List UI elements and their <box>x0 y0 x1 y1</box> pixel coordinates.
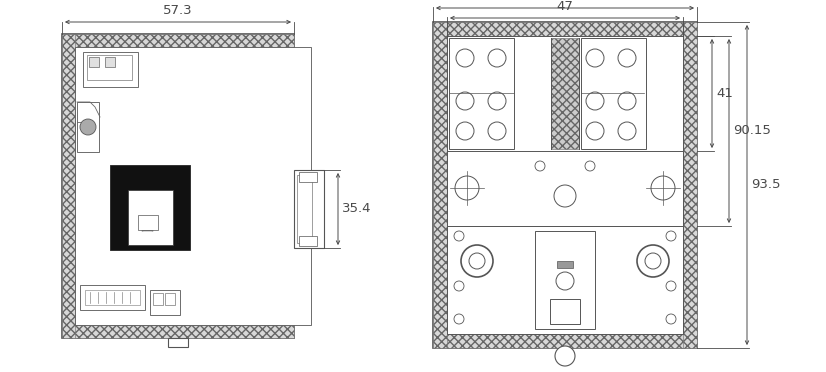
Circle shape <box>586 122 604 140</box>
Bar <box>581 38 646 149</box>
Bar <box>62 34 294 338</box>
Circle shape <box>585 161 595 171</box>
Bar <box>80 285 145 310</box>
Circle shape <box>555 346 575 366</box>
Bar <box>433 22 697 36</box>
Bar <box>168 338 188 347</box>
Circle shape <box>488 92 506 110</box>
Text: 47: 47 <box>557 0 573 13</box>
Circle shape <box>651 176 675 200</box>
Bar <box>433 334 697 348</box>
Text: 93.5: 93.5 <box>751 179 781 192</box>
Bar <box>105 57 115 67</box>
Bar <box>87 55 132 80</box>
Text: 90.15: 90.15 <box>733 125 771 138</box>
Bar <box>447 226 683 334</box>
Circle shape <box>469 253 485 269</box>
Circle shape <box>666 281 676 291</box>
Bar <box>557 261 573 268</box>
Circle shape <box>455 176 479 200</box>
Text: 35.4: 35.4 <box>342 202 372 215</box>
Bar <box>294 170 324 248</box>
Bar <box>62 325 294 338</box>
Circle shape <box>456 92 474 110</box>
Text: 57.3: 57.3 <box>164 4 192 17</box>
Circle shape <box>454 281 464 291</box>
Circle shape <box>454 314 464 324</box>
Circle shape <box>666 231 676 241</box>
Circle shape <box>80 119 96 135</box>
Bar <box>62 34 294 47</box>
Text: 41: 41 <box>716 87 733 100</box>
Bar <box>150 290 180 315</box>
Bar <box>110 165 190 250</box>
Bar <box>683 22 697 348</box>
Circle shape <box>618 49 636 67</box>
Text: 64: 64 <box>557 0 573 3</box>
Bar <box>550 299 580 324</box>
Bar <box>447 151 683 226</box>
Bar <box>138 215 158 230</box>
Circle shape <box>461 245 493 277</box>
Circle shape <box>488 122 506 140</box>
Bar <box>551 38 579 149</box>
Circle shape <box>456 122 474 140</box>
Bar <box>433 22 447 348</box>
Circle shape <box>554 185 576 207</box>
Bar <box>299 236 317 246</box>
Bar <box>449 38 514 149</box>
Circle shape <box>556 272 574 290</box>
Circle shape <box>586 49 604 67</box>
Bar <box>89 57 99 67</box>
Circle shape <box>586 92 604 110</box>
Bar <box>85 290 140 305</box>
Bar <box>433 22 697 348</box>
Bar <box>62 34 75 338</box>
Circle shape <box>645 253 661 269</box>
Circle shape <box>488 49 506 67</box>
Circle shape <box>535 161 545 171</box>
Bar <box>128 190 173 245</box>
Bar <box>535 231 595 329</box>
Bar <box>77 102 99 152</box>
Bar <box>153 293 163 305</box>
Bar <box>447 36 683 334</box>
Circle shape <box>637 245 669 277</box>
Bar <box>165 293 175 305</box>
Bar <box>75 47 311 325</box>
Circle shape <box>456 49 474 67</box>
Bar <box>83 52 138 87</box>
Bar <box>299 172 317 182</box>
Circle shape <box>618 122 636 140</box>
Bar <box>297 175 312 243</box>
Circle shape <box>618 92 636 110</box>
Circle shape <box>666 314 676 324</box>
Circle shape <box>454 231 464 241</box>
